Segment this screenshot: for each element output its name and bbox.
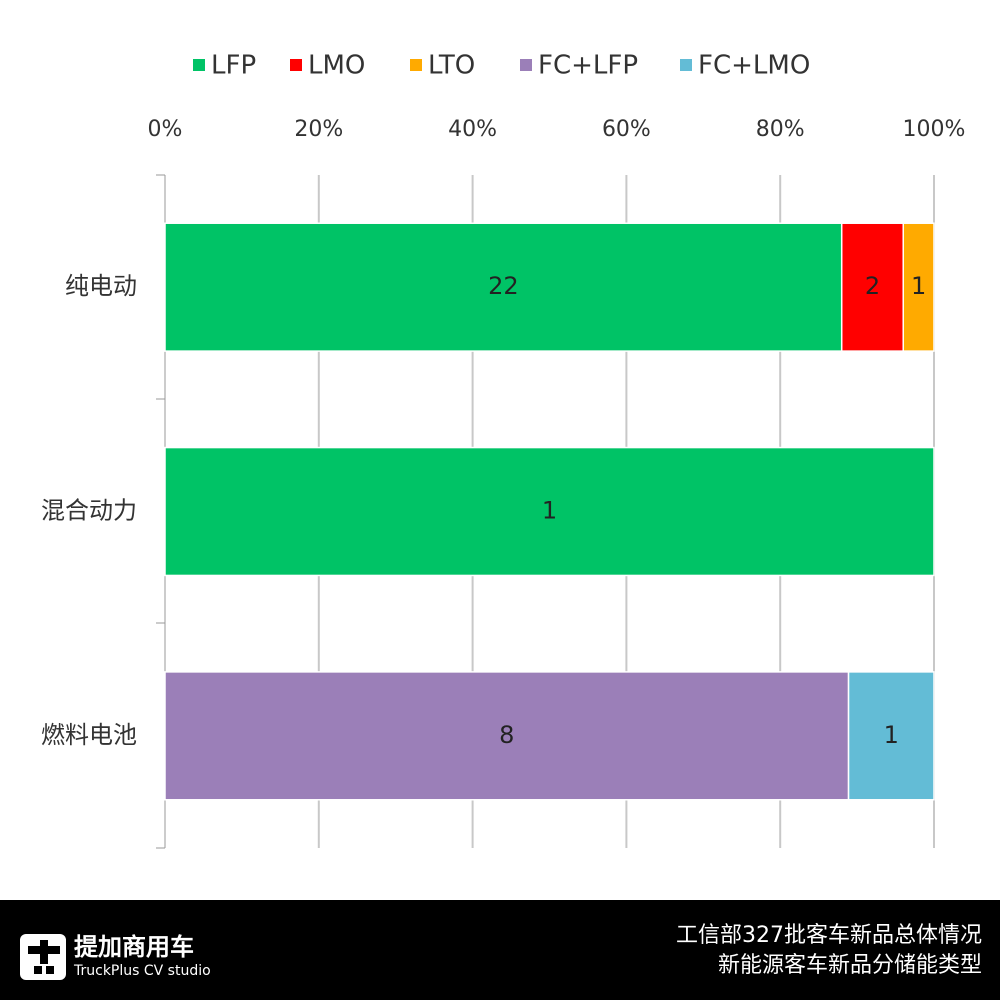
- value-label: 1: [884, 721, 899, 749]
- bar-segment: [902, 222, 935, 352]
- legend-label: LTO: [428, 51, 475, 81]
- legend-swatch: [680, 59, 692, 71]
- value-label: 1: [911, 272, 926, 300]
- brand: 提加商用车: [74, 933, 194, 961]
- legend-swatch: [193, 59, 205, 71]
- bar-segment: [847, 671, 935, 801]
- value-label: 1: [542, 497, 557, 525]
- caption: 新能源客车新品分储能类型: [718, 953, 982, 978]
- x-tick-label: 60%: [602, 117, 651, 142]
- legend-label: LMO: [308, 51, 365, 81]
- y-tick-label: 混合动力: [41, 497, 137, 525]
- bar-segment: [164, 671, 850, 801]
- x-tick-label: 20%: [294, 117, 343, 142]
- value-label: 8: [499, 721, 514, 749]
- x-tick-label: 40%: [448, 117, 497, 142]
- x-tick-label: 0%: [148, 117, 183, 142]
- legend-label: FC+LFP: [538, 51, 638, 81]
- bar-segment: [164, 446, 935, 577]
- legend-swatch: [410, 59, 422, 71]
- brand-sub: TruckPlus CV studio: [73, 963, 211, 979]
- legend-swatch: [290, 59, 302, 71]
- bar-segment: [840, 222, 904, 352]
- y-tick-label: 纯电动: [65, 272, 137, 300]
- logo-mark: [28, 940, 60, 974]
- x-tick-label: 100%: [903, 117, 966, 142]
- value-label: 22: [488, 272, 519, 300]
- bar-segment: [164, 222, 843, 352]
- legend-swatch: [520, 59, 532, 71]
- caption: 工信部327批客车新品总体情况: [676, 923, 982, 948]
- footer-band: [0, 900, 1000, 1000]
- value-label: 2: [865, 272, 880, 300]
- x-tick-label: 80%: [756, 117, 805, 142]
- y-tick-label: 燃料电池: [41, 721, 137, 749]
- legend-label: LFP: [211, 51, 256, 81]
- legend-label: FC+LMO: [698, 51, 810, 81]
